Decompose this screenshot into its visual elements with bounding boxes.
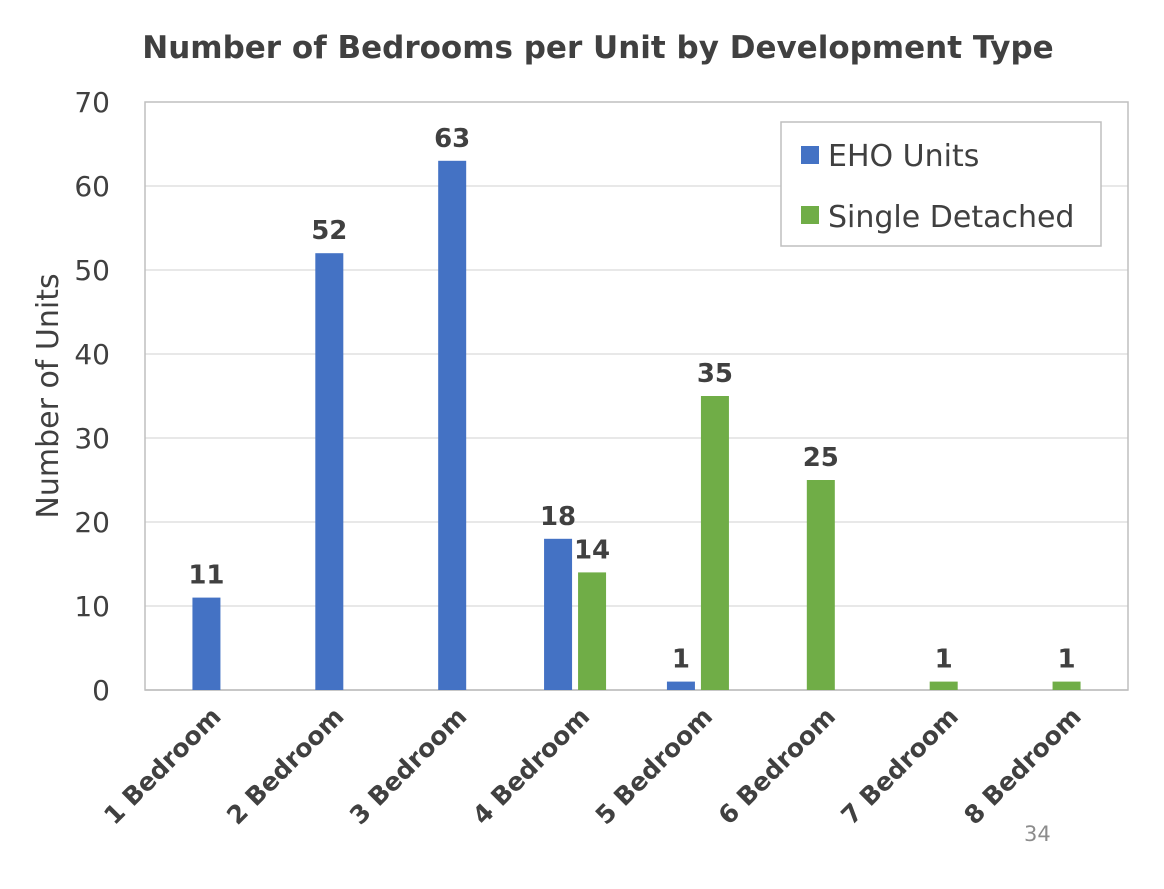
x-category-label: 8 Bedroom [958,702,1087,831]
legend: EHO Units Single Detached [780,121,1102,247]
y-tick-label: 0 [92,674,110,707]
x-category-label: 5 Bedroom [590,702,719,831]
plot-area-border [144,101,1129,691]
legend-label-eho-units: EHO Units [828,139,979,174]
bar-single-detached-6-bedroom [806,480,835,690]
legend-label-single-detached: Single Detached [828,200,1074,235]
chart-title: Number of Bedrooms per Unit by Developme… [142,30,1053,66]
bar-eho-units-4-bedroom [544,538,573,690]
x-category-label: 7 Bedroom [835,702,964,831]
bar-eho-units-5-bedroom [666,681,695,690]
data-label: 25 [803,443,839,473]
x-category-label: 6 Bedroom [713,702,842,831]
data-label: 63 [434,124,470,154]
y-axis-label: Number of Units [31,273,66,518]
bar-eho-units-3-bedroom [438,160,467,691]
x-category-label: 4 Bedroom [467,702,596,831]
legend-swatch-single-detached [801,206,819,224]
bar-single-detached-8-bedroom [1052,681,1081,690]
y-tick-label: 70 [74,86,110,119]
gridlines [145,185,1128,691]
bar-eho-units-2-bedroom [315,253,344,690]
data-label: 1 [935,645,953,675]
y-axis-ticks: 0 10 20 30 40 50 60 70 [74,86,110,707]
page-number: 34 [1024,822,1051,846]
data-label: 18 [540,502,576,532]
bar-eho-units-1-bedroom [192,597,221,690]
x-category-label: 2 Bedroom [221,702,350,831]
legend-box [780,121,1102,247]
data-label: 11 [188,561,224,591]
data-label: 35 [697,359,733,389]
data-label: 1 [1058,645,1076,675]
bar-single-detached-7-bedroom [929,681,958,690]
bar-single-detached-4-bedroom [578,572,607,690]
x-category-label: 3 Bedroom [344,702,473,831]
y-tick-label: 40 [74,338,110,371]
bars [192,160,1081,691]
bar-single-detached-5-bedroom [700,396,729,690]
y-tick-label: 10 [74,590,110,623]
y-tick-label: 50 [74,254,110,287]
legend-swatch-eho-units [801,146,819,164]
y-tick-label: 20 [74,506,110,539]
x-category-label: 1 Bedroom [98,702,227,831]
data-label: 14 [574,535,610,565]
y-tick-label: 30 [74,422,110,455]
data-label: 1 [672,645,690,675]
data-label: 52 [311,216,347,246]
y-tick-label: 60 [74,170,110,203]
